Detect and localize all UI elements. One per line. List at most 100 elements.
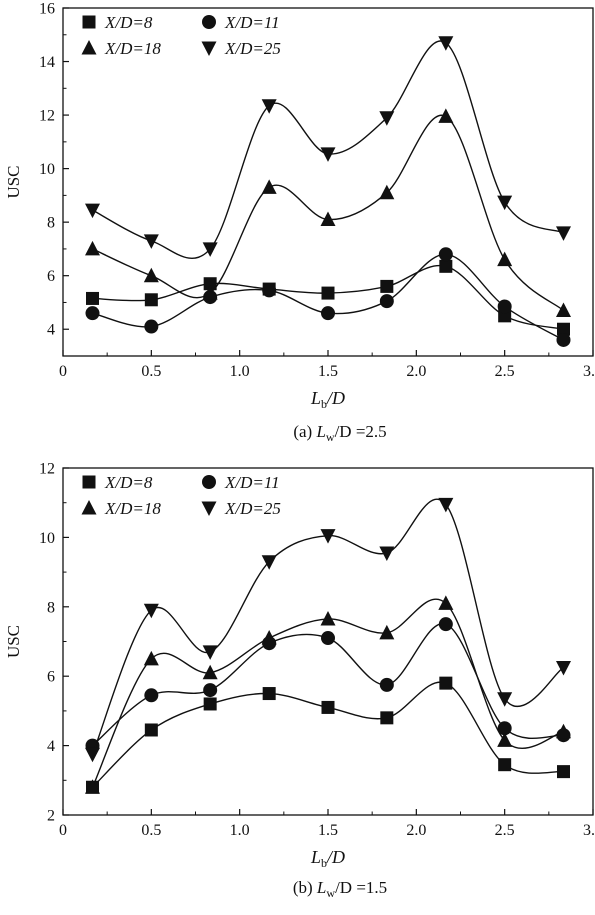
legend-label: X/D=8 (104, 473, 153, 492)
data-point (498, 758, 512, 772)
x-axis-label-main: L (310, 847, 321, 867)
y-tick-label: 8 (47, 215, 55, 232)
series-line (91, 598, 564, 788)
data-point (320, 147, 336, 162)
x-tick-label: 0 (59, 363, 67, 380)
data-point (320, 211, 336, 226)
data-point (379, 677, 394, 692)
y-tick-label: 2 (47, 808, 55, 825)
data-point (202, 664, 218, 680)
data-point (86, 291, 100, 305)
data-point (556, 322, 570, 336)
series-line (92, 681, 564, 788)
y-tick-label: 6 (47, 669, 55, 686)
caption-sub: w (326, 430, 335, 444)
data-point (143, 267, 159, 283)
y-tick-label: 4 (47, 738, 55, 755)
data-point (439, 259, 453, 273)
x-axis-label: Lb/D (310, 388, 345, 411)
data-point (438, 595, 454, 610)
data-point (143, 603, 159, 619)
data-point (438, 247, 453, 262)
data-point (497, 251, 513, 267)
y-tick-label: 12 (39, 461, 55, 478)
data-point (555, 723, 571, 739)
data-point (497, 195, 513, 211)
y-tick-label: 10 (39, 161, 55, 178)
data-point (202, 242, 218, 257)
series-line (92, 623, 564, 747)
data-point (379, 294, 394, 309)
data-point (497, 299, 512, 314)
legend-label: X/D=11 (224, 473, 280, 492)
series-X/D=8 (86, 676, 570, 794)
data-point (143, 234, 159, 249)
data-point (555, 302, 571, 317)
x-tick-label: 2.5 (495, 822, 515, 839)
data-point (85, 779, 101, 794)
caption-prefix: (b) (293, 878, 317, 897)
legend-marker (82, 475, 96, 489)
y-tick-label: 8 (47, 599, 55, 616)
x-axis-label-main: L (310, 388, 321, 408)
x-tick-label: 2.0 (406, 822, 426, 839)
data-point (321, 631, 335, 646)
data-point (261, 630, 277, 645)
data-point (85, 306, 100, 321)
x-tick-label: 1.5 (318, 363, 338, 380)
data-point (203, 697, 217, 711)
data-point (439, 676, 453, 690)
x-tick-label: 2.0 (406, 363, 426, 380)
data-point (379, 624, 395, 640)
data-point (261, 179, 277, 194)
data-point (321, 286, 335, 300)
data-point (143, 650, 159, 666)
data-point (144, 723, 158, 737)
legend-marker (201, 501, 217, 516)
legend-label: X/D=8 (104, 13, 153, 32)
data-point (380, 279, 394, 293)
legend-label: X/D=18 (104, 39, 161, 58)
data-point (144, 319, 159, 334)
y-tick-label: 16 (39, 1, 55, 18)
data-point (497, 692, 513, 707)
y-axis-label: USC (4, 165, 23, 198)
series-X/D=8 (86, 259, 570, 336)
legend-marker (202, 475, 216, 489)
caption-prefix: (a) (293, 422, 316, 441)
x-tick-label: 2.5 (495, 363, 515, 380)
data-point (438, 497, 454, 513)
x-tick-label: 1.5 (318, 822, 338, 839)
x-tick-label: 1.0 (230, 822, 250, 839)
chart-panel-a: 0 0.5 1.0 1.5 2.0 2.5 3.0 4 6 8 10 12 14 16 USC Lb/D (a)… (4, 1, 595, 445)
data-point (144, 293, 158, 307)
data-point (321, 306, 335, 321)
data-point (202, 285, 218, 300)
data-point (203, 277, 217, 291)
data-point (321, 700, 335, 714)
legend-marker (82, 15, 96, 29)
data-point (85, 240, 101, 256)
data-point (144, 688, 159, 703)
data-point (556, 765, 570, 779)
series-X/D=18 (85, 108, 571, 317)
data-point (85, 747, 101, 763)
x-axis-label-rest: /D (326, 847, 345, 867)
y-tick-label: 10 (39, 530, 55, 547)
data-point (438, 36, 454, 51)
legend: X/D=8 X/D=11 X/D=18 X/D=25 (81, 13, 281, 58)
x-tick-label: 0 (59, 822, 67, 839)
legend-marker (202, 15, 216, 29)
data-point (497, 732, 513, 747)
series-X/D=25 (85, 497, 571, 763)
plot-frame (62, 7, 594, 357)
y-tick-label: 6 (47, 268, 55, 285)
chart-caption: (b) Lw/D =1.5 (293, 878, 387, 900)
legend-marker (201, 41, 217, 56)
data-point (85, 203, 101, 219)
data-point (380, 711, 394, 725)
legend-label: X/D=25 (224, 499, 281, 518)
caption-sub: w (326, 886, 335, 900)
